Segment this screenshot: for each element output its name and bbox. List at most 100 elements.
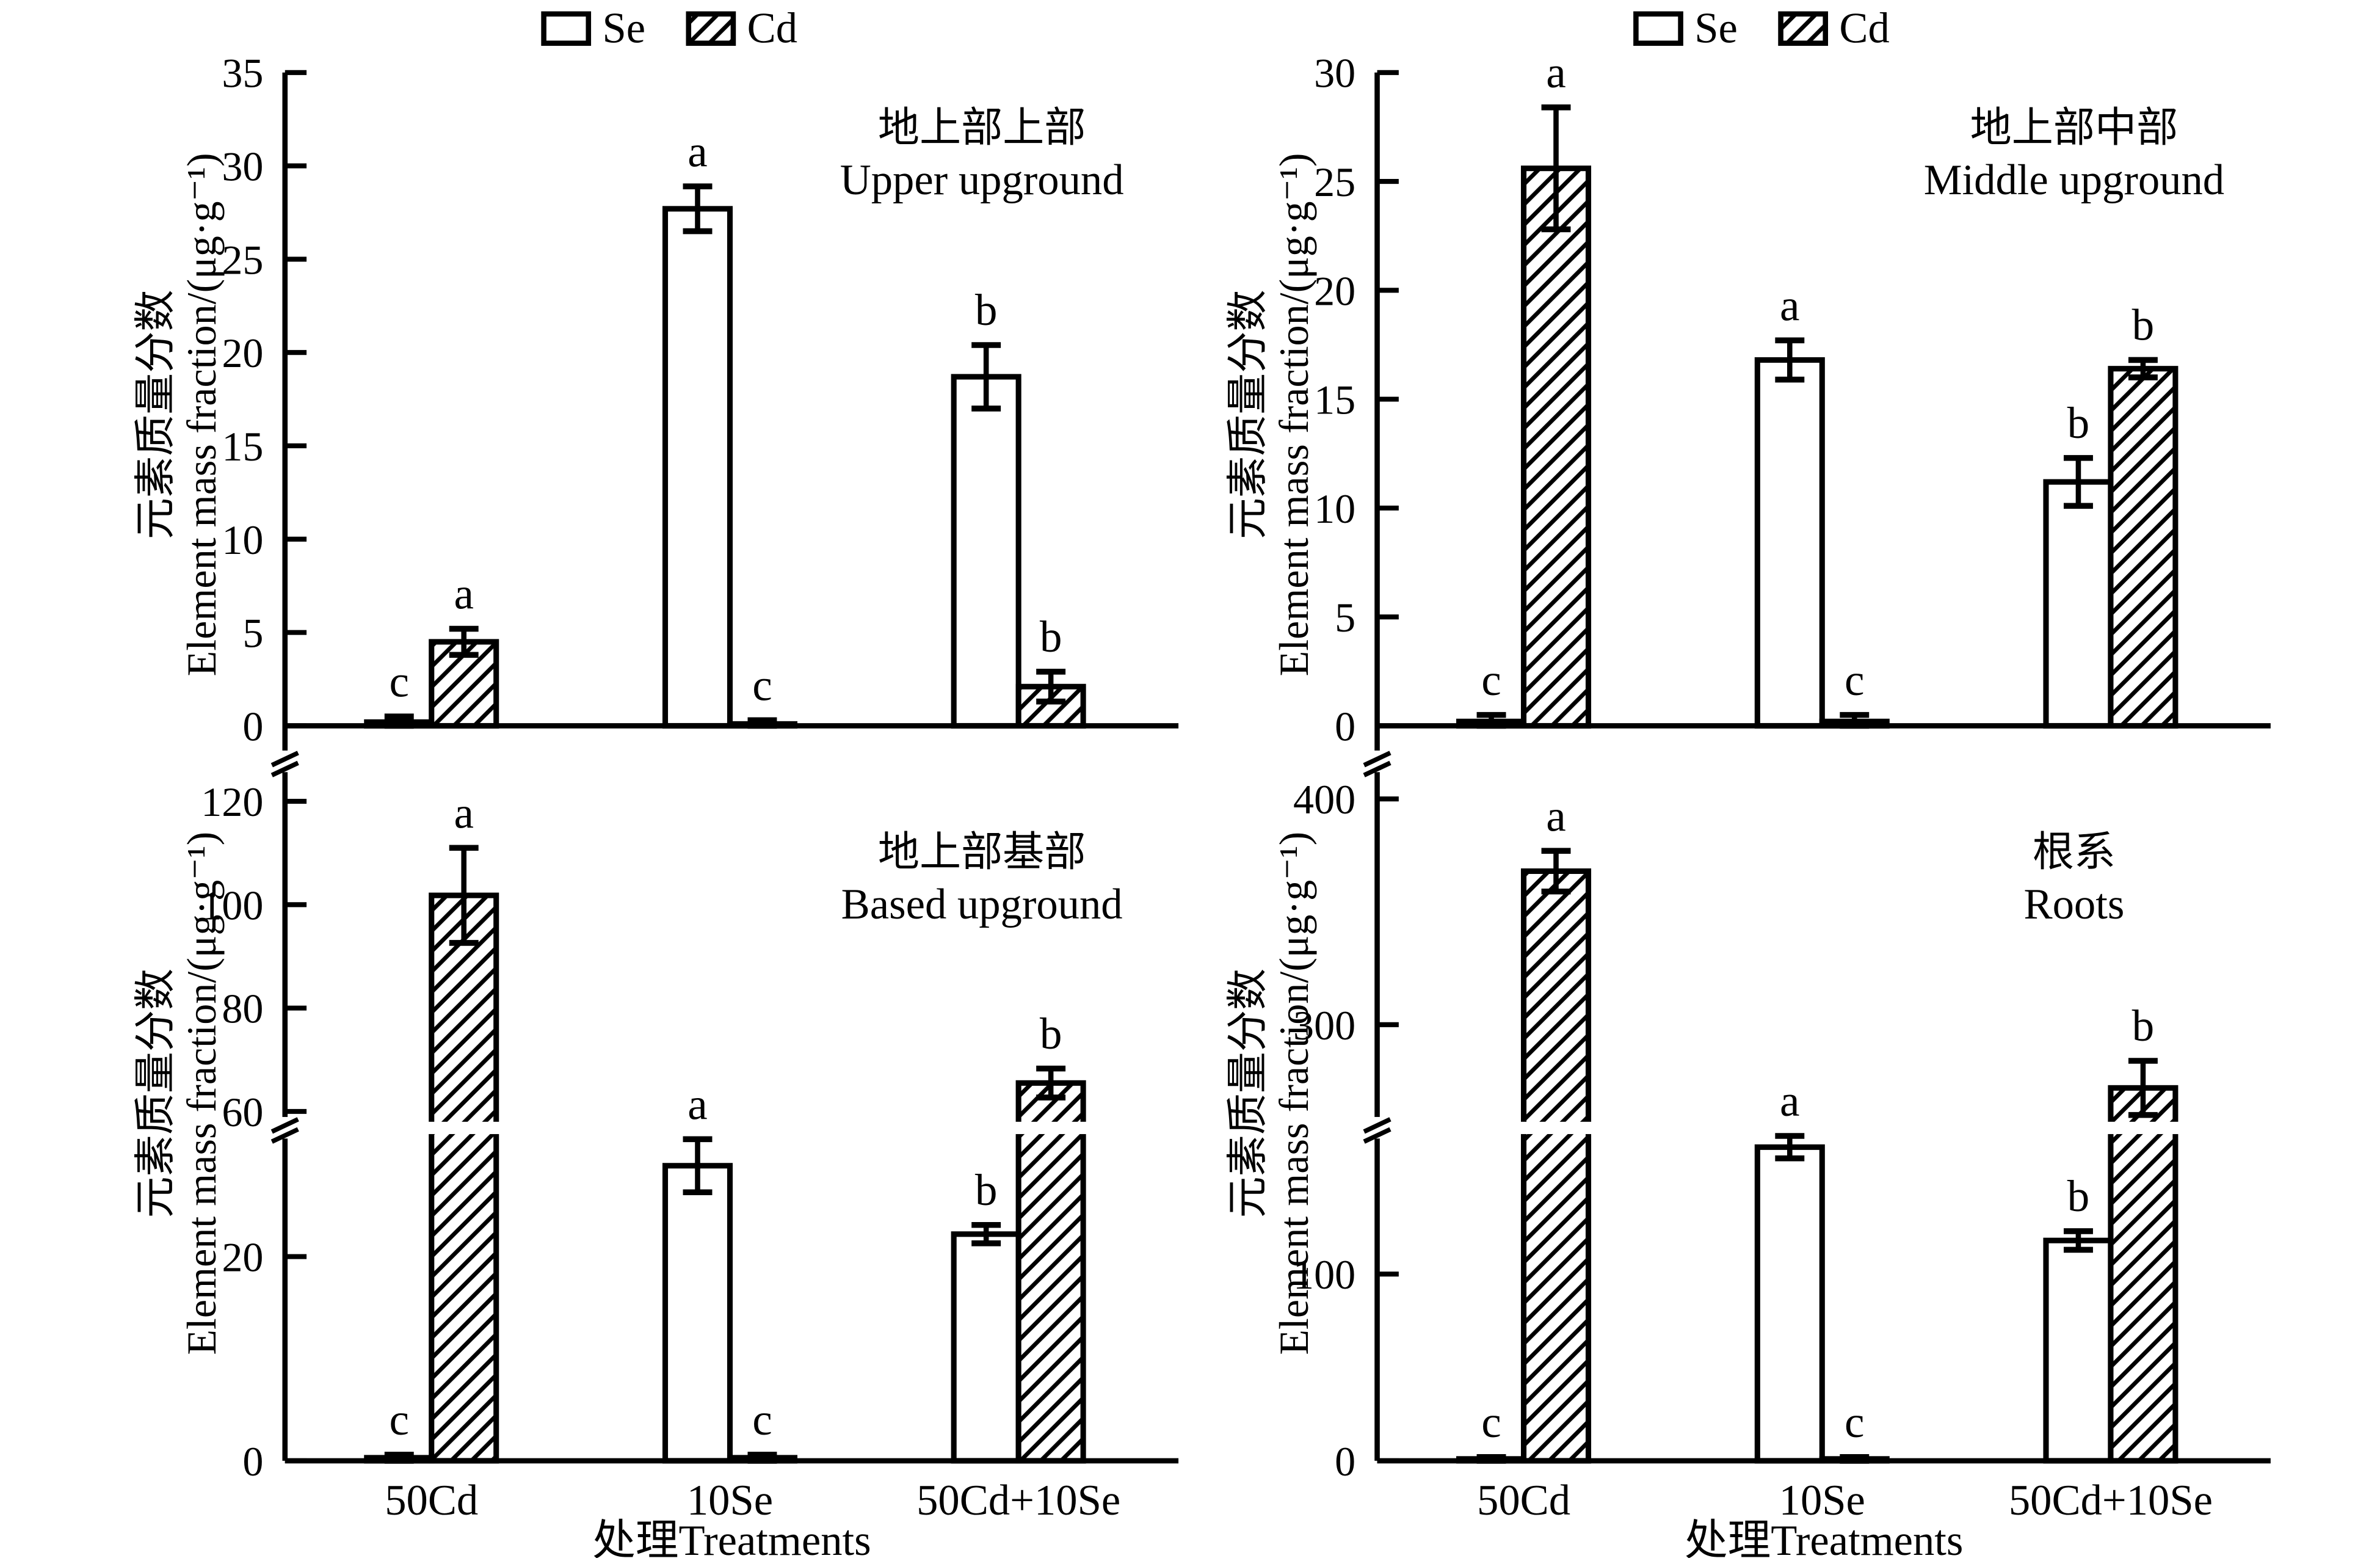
sig-letter: b [1040,612,1062,661]
x-tick-label: 50Cd+10Se [916,1477,1120,1524]
y-axis-label-zh: 元素质量分数 [1224,290,1271,540]
sig-letter: a [454,788,473,837]
bar-se-10Se [666,1166,730,1461]
bar-se-50Cd+10Se [2046,482,2111,726]
bar-cd-50Cd [432,895,496,1461]
sig-letter: a [1546,48,1566,97]
legend-label-se: Se [1694,5,1738,53]
y-tick-label: 20 [1314,267,1355,314]
panel-title-en: Upper upground [840,156,1124,204]
panel-title-zh: 根系 [2033,829,2116,875]
bar-cd-50Cd [1524,169,1589,726]
sig-letter: a [1780,281,1799,330]
legend-label-cd: Cd [1839,5,1889,53]
panel-title-en: Based upground [841,881,1123,928]
bar-se-10Se [1757,1147,1822,1461]
sig-letter: c [1481,1397,1501,1447]
panel-title-en: Middle upground [1924,156,2224,204]
sig-letter: a [688,1080,707,1129]
sig-letter: b [2132,300,2155,350]
legend: Se Cd [1636,5,1889,53]
y-tick-label: 5 [1335,594,1355,641]
axis-break-gap [1015,1122,1087,1134]
axis-break-gap [2107,1122,2179,1134]
x-tick-label: 50Cd+10Se [2009,1477,2213,1524]
y-axis-label-en: Element mass fraction/(μg·g⁻¹) [178,832,225,1355]
y-tick-label: 30 [1314,50,1355,96]
panel-middle-upground: c a a c bb 0 5 10 15 20 25 30 地上部中部 Middle upground 元素… [1224,48,2271,749]
sig-letter: c [390,657,409,706]
legend-swatch-se [1636,14,1680,43]
bar-se-10Se [1757,360,1822,726]
y-axis-label-zh: 元素质量分数 [132,969,179,1218]
sig-letter: c [390,1395,409,1444]
y-tick-label: 0 [1335,703,1355,749]
y-tick-label: 80 [222,986,263,1032]
sig-letter: c [1481,655,1501,705]
y-axis-label-zh: 元素质量分数 [1224,969,1271,1218]
bar-se-10Se [666,209,730,726]
sig-letter: a [454,569,473,619]
x-axis-label: 处理Treatments [592,1517,871,1558]
x-tick-label: 50Cd [385,1477,478,1524]
y-tick-label: 0 [1335,1438,1355,1485]
bar-cd-50Cd+10Se [1018,1083,1083,1461]
bar-se-50Cd+10Se [2046,1240,2111,1461]
sig-letter: b [975,1165,998,1215]
legend-label-se: Se [602,5,645,53]
sig-letter: a [688,126,707,176]
y-tick-label: 0 [242,1438,263,1485]
sig-letter: c [1845,655,1864,705]
sig-letter: b [975,285,998,335]
x-tick-label: 50Cd [1477,1477,1570,1524]
axis-break-gap [1520,1122,1592,1134]
panel-title-en: Roots [2024,881,2125,928]
panel-title-zh: 地上部基部 [878,829,1086,875]
sig-letter: c [1845,1397,1864,1447]
y-tick-label: 25 [222,236,263,283]
y-tick-label: 5 [242,610,263,657]
y-axis-label-zh: 元素质量分数 [132,290,179,540]
y-tick-label: 35 [222,50,263,96]
y-tick-label: 10 [222,517,263,563]
y-tick-label: 25 [1314,159,1355,205]
legend-label-cd: Cd [747,5,797,53]
y-tick-label: 15 [1314,377,1355,423]
panel-title-zh: 地上部上部 [878,104,1086,151]
panel-title-zh: 地上部中部 [1970,104,2179,151]
sig-letter: c [752,1395,772,1444]
y-tick-label: 400 [1293,776,1355,823]
y-tick-label: 15 [222,423,263,470]
y-axis-label-en: Element mass fraction/(μg·g⁻¹) [178,153,225,676]
sig-letter: a [1780,1076,1799,1126]
bar-se-50Cd+10Se [954,377,1018,726]
legend-swatch-se [544,14,589,43]
sig-letter: a [1546,791,1566,840]
y-tick-label: 30 [222,144,263,190]
sig-letter: b [2067,398,2090,448]
y-tick-label: 10 [1314,486,1355,532]
bar-cd-50Cd+10Se [2111,369,2175,726]
y-tick-label: 20 [222,1234,263,1281]
sig-letter: b [2132,1001,2155,1050]
x-axis-label: 处理Treatments [1685,1517,1963,1558]
bar-se-50Cd+10Se [954,1234,1018,1461]
y-tick-label: 60 [222,1089,263,1135]
bar-cd-50Cd+10Se [2111,1088,2175,1461]
y-tick-label: 0 [242,703,263,749]
sig-letter: b [1040,1009,1062,1058]
y-axis-label-en: Element mass fraction/(μg·g⁻¹) [1271,832,1317,1355]
legend: Se Cd [544,5,797,53]
bar-cd-50Cd [1524,871,1589,1460]
legend-swatch-cd [689,14,733,43]
legend-swatch-cd [1781,14,1826,43]
y-tick-label: 120 [201,779,263,825]
axis-break-gap [428,1122,500,1134]
y-axis-label-en: Element mass fraction/(μg·g⁻¹) [1271,153,1317,676]
sig-letter: b [2067,1171,2090,1221]
